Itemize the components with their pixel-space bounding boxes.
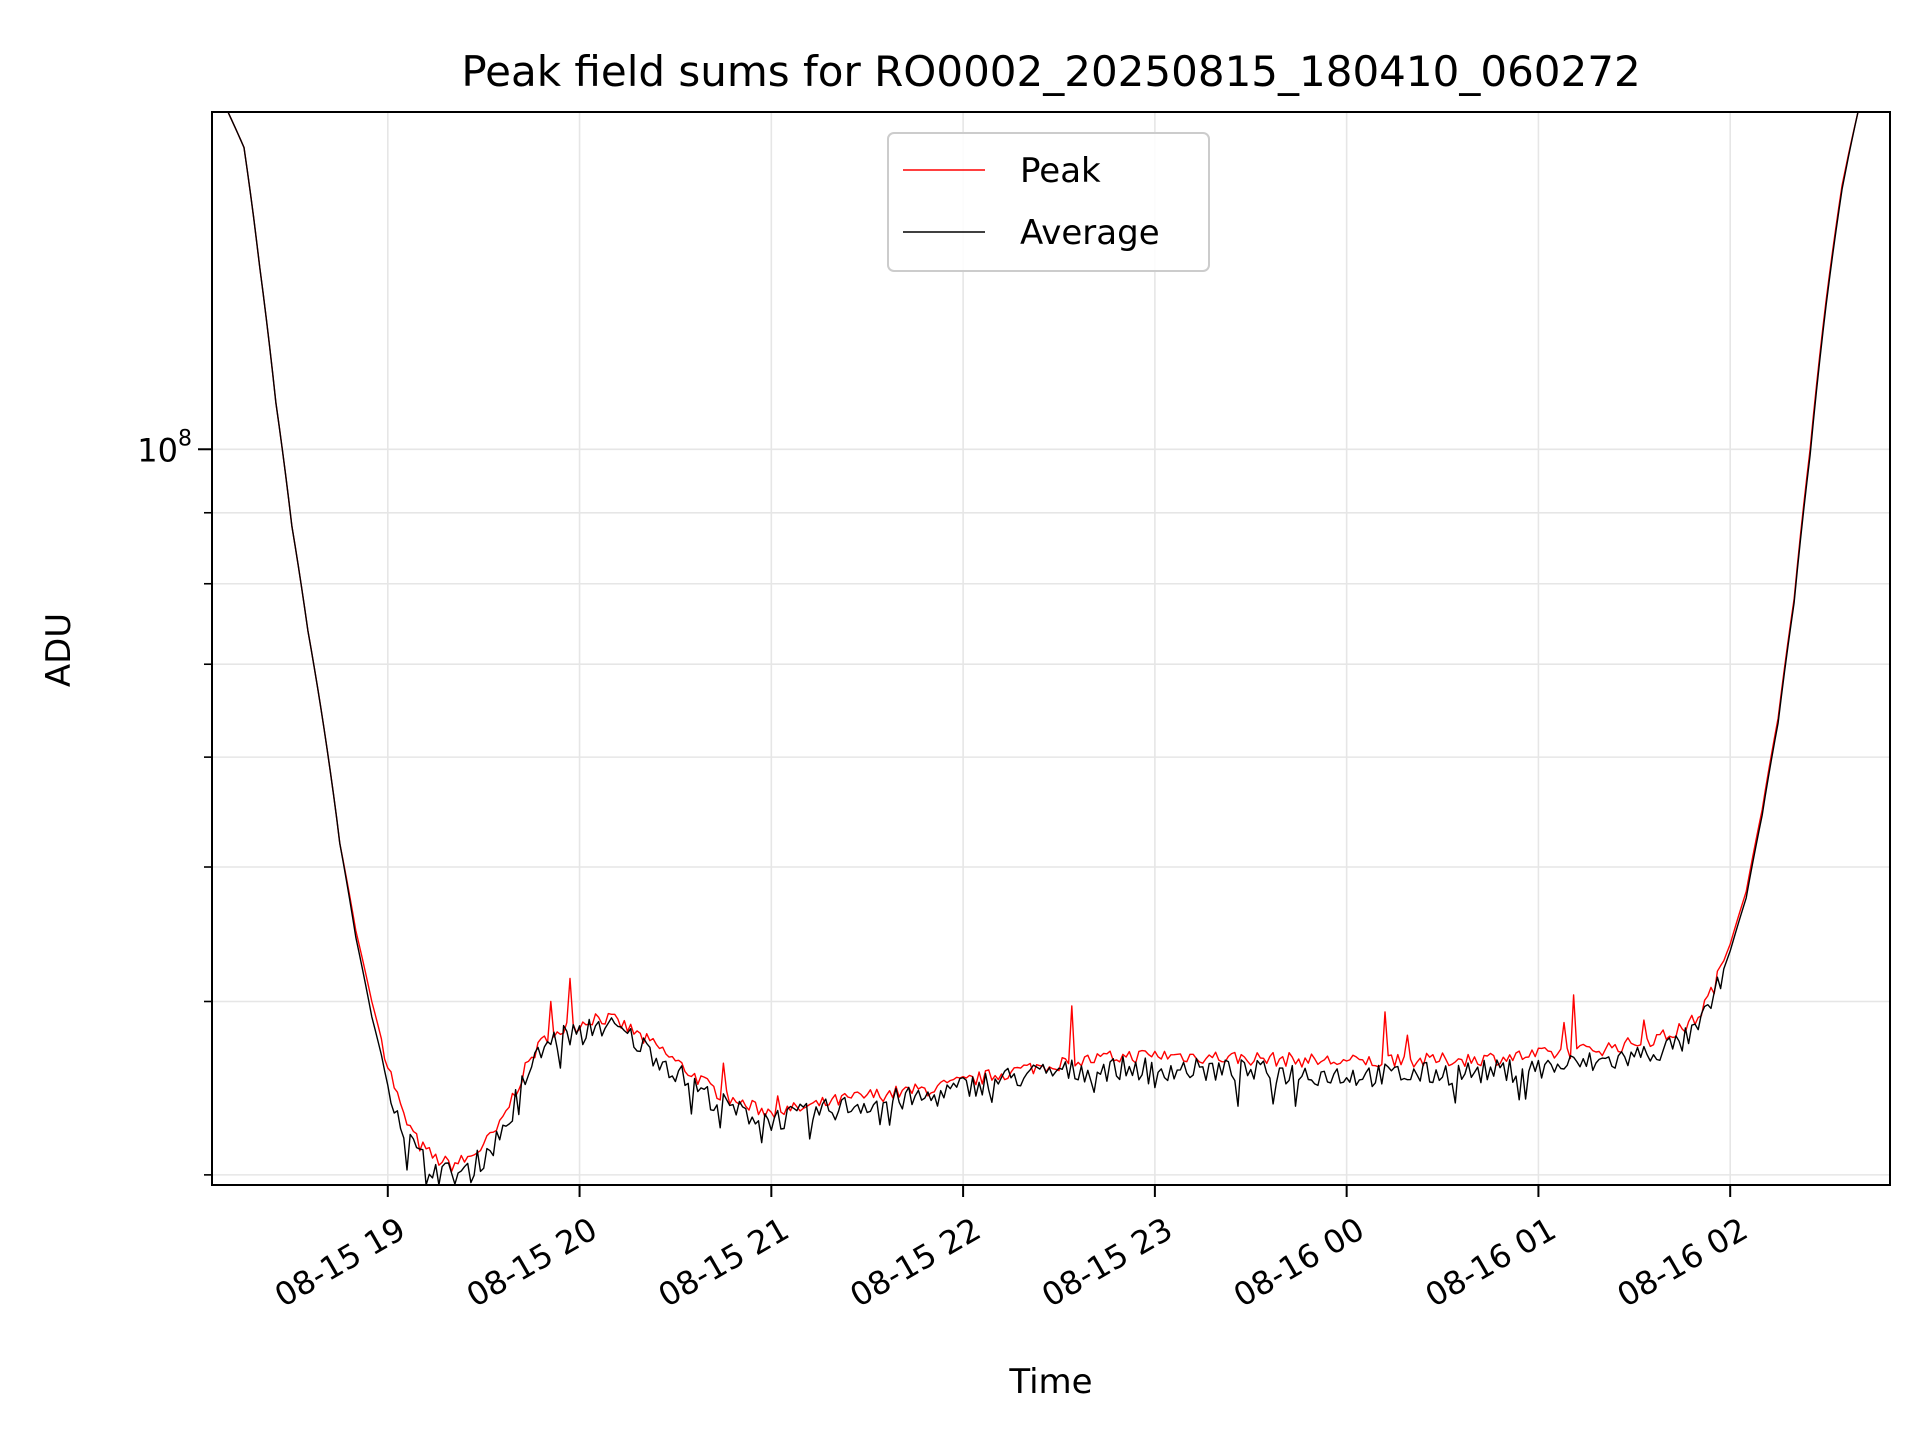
y-axis-label: ADU: [39, 613, 79, 687]
legend-label-average: Average: [1020, 213, 1160, 253]
legend: Peak Average: [887, 132, 1210, 272]
y-tick-label: 108: [137, 426, 192, 469]
x-axis-label: Time: [1008, 1362, 1092, 1402]
plot-frame: [211, 111, 1891, 1186]
series-lines: [212, 111, 1890, 1186]
legend-label-peak: Peak: [1020, 151, 1101, 191]
grid: [212, 112, 1890, 1185]
chart-title: Peak field sums for RO0002_20250815_1804…: [461, 47, 1640, 96]
series-line-peak: [212, 111, 1890, 1172]
series-line-average: [212, 111, 1890, 1186]
legend-box: [887, 132, 1210, 272]
